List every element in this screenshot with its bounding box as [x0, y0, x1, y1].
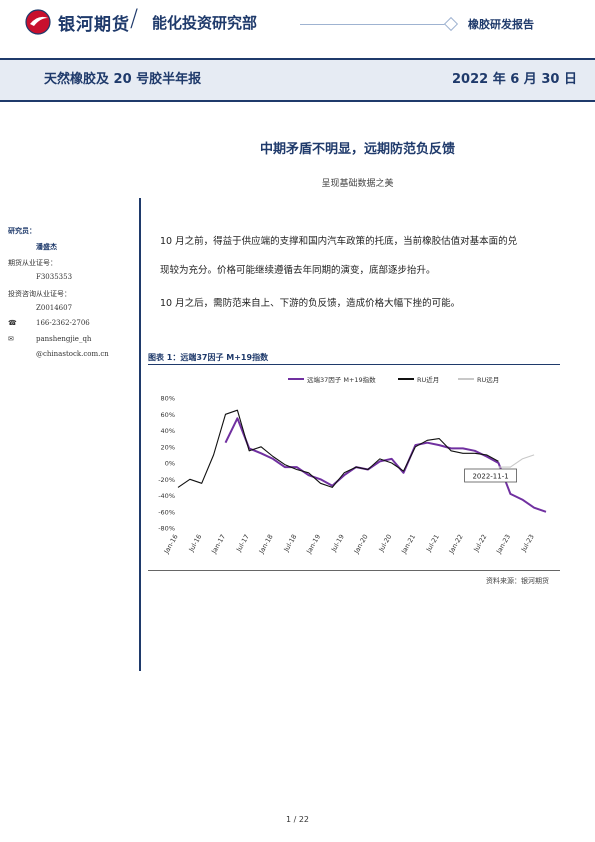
article-subhead: 呈现基础数据之美: [321, 179, 394, 189]
x-tick-label: Jan-23: [494, 533, 512, 556]
page-number: 1 / 22: [285, 815, 310, 824]
x-tick-label: Jan-17: [209, 533, 227, 556]
department-name: 能化投资研究部: [152, 14, 258, 32]
y-tick-label: 80%: [161, 395, 175, 403]
legend-label: RU远月: [477, 376, 499, 384]
y-tick-label: -20%: [158, 476, 175, 484]
y-tick-label: 40%: [161, 427, 175, 435]
x-tick-label: Jul-19: [329, 533, 346, 554]
paragraph-1-line-1: 10 月之前，得益于供应端的支撑和国内汽车政策的托底，当前橡胶估值对基本面的兑: [160, 236, 518, 247]
report-type: 橡胶研发报告: [468, 18, 534, 31]
y-tick-label: -40%: [158, 492, 175, 500]
researcher-label: 研究员：: [8, 226, 36, 235]
y-tick-label: -80%: [158, 525, 175, 533]
brand-name: 银河期货: [58, 15, 130, 35]
series-line: [224, 417, 547, 513]
x-tick-label: Jan-16: [162, 533, 180, 556]
x-tick-label: Jul-18: [282, 533, 299, 554]
sidebar-divider: [139, 198, 141, 671]
galaxy-logo-icon: [25, 9, 51, 35]
annotation-box: [464, 468, 517, 483]
chart-caption: 图表 1：远端37因子 M+19指数: [148, 353, 269, 362]
brand-separator: /: [130, 4, 139, 32]
x-tick-label: Jan-18: [257, 533, 275, 556]
chart-bottom-rule: [148, 570, 560, 571]
top-header: [0, 0, 595, 48]
article-headline: 中期矛盾不明显，远期防范负反馈: [259, 142, 455, 157]
annotation-label: 2022-11-1: [472, 473, 508, 481]
researcher-name: 潘盛杰: [36, 242, 57, 251]
x-tick-label: Jul-22: [472, 533, 489, 554]
phone-number: 166-2362-2706: [36, 319, 90, 327]
x-tick-label: Jul-20: [377, 533, 394, 554]
x-tick-label: Jul-17: [234, 533, 251, 554]
header-divider: [300, 24, 450, 25]
y-tick-label: -60%: [158, 508, 175, 516]
phone-icon: ☎: [8, 319, 17, 327]
source-note: 资料来源：银河期货: [486, 577, 549, 585]
license1-value: F3035353: [36, 273, 73, 281]
x-tick-label: Jul-21: [424, 533, 441, 554]
x-tick-label: Jan-21: [399, 533, 417, 556]
email-line2: @chinastock.com.cn: [36, 350, 109, 358]
license2-label: 投资咨询从业证号：: [8, 290, 71, 298]
x-tick-label: Jan-19: [304, 533, 322, 556]
legend-label: RU近月: [417, 375, 439, 384]
chart-top-rule: [148, 364, 560, 365]
series-line: [177, 409, 499, 488]
x-tick-label: Jan-20: [352, 533, 370, 556]
report-title: 天然橡胶及 20 号胶半年报: [44, 72, 202, 87]
legend-label: 远端37因子 M+19指数: [307, 375, 376, 384]
report-date: 2022 年 6 月 30 日: [452, 72, 577, 87]
x-tick-label: Jan-22: [447, 533, 465, 556]
y-tick-label: 0%: [165, 460, 175, 468]
line-chart: 远端37因子 M+19指数 RU近月 RU远月 80% 60% 40% 20% 0% -20% -…: [158, 375, 547, 556]
paragraph-2: 10 月之后，需防范来自上、下游的负反馈，造成价格大幅下挫的可能。: [160, 298, 461, 309]
title-band: [0, 58, 595, 102]
series-line: [498, 454, 535, 468]
y-tick-label: 60%: [161, 411, 175, 419]
mail-icon: ✉: [8, 335, 14, 343]
license1-label: 期货从业证号：: [8, 259, 57, 267]
x-tick-label: Jul-16: [187, 533, 204, 554]
x-tick-label: Jul-23: [519, 533, 536, 554]
email-line1: panshengjie_qh: [36, 335, 92, 343]
paragraph-1-line-2: 现较为充分。价格可能继续遵循去年同期的演变，底部逐步抬升。: [160, 265, 436, 276]
license2-value: Z0014607: [36, 304, 73, 312]
y-tick-label: 20%: [161, 443, 175, 451]
